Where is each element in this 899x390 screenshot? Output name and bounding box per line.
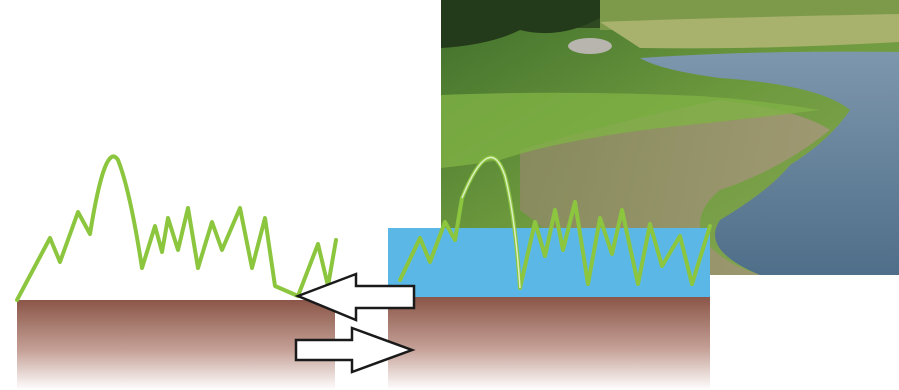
- flooded-soil-block: [388, 297, 710, 390]
- flooded-vegetation-highlight: [461, 156, 521, 289]
- arrow-right: [294, 326, 416, 374]
- dry-vegetation-line: [15, 154, 338, 302]
- dry-soil-block: [17, 300, 335, 390]
- wetland-shoreline-photo: [441, 0, 899, 275]
- arrow-left: [294, 272, 416, 322]
